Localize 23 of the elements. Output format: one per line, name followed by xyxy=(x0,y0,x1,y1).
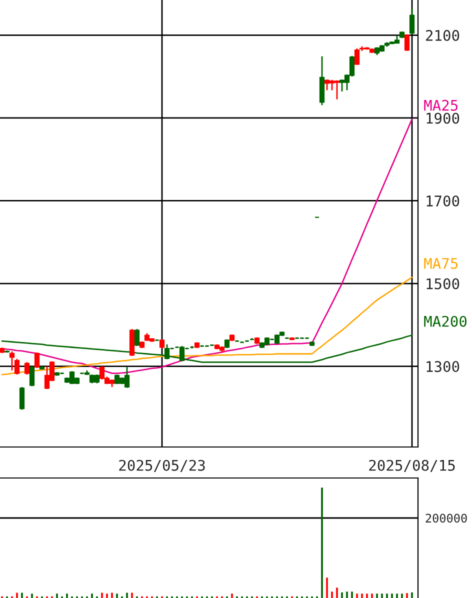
candlestick xyxy=(354,48,360,66)
line-series xyxy=(1,276,413,376)
candlestick xyxy=(34,352,40,369)
series-label: MA200 xyxy=(424,316,467,327)
x-tick-label: 2025/08/15 xyxy=(369,460,455,472)
y-tick-label: 2100 xyxy=(426,30,460,41)
candlestick xyxy=(9,350,15,372)
x-tick-label: 2025/05/23 xyxy=(119,460,205,472)
line-series xyxy=(1,334,413,363)
candlestick xyxy=(14,358,20,376)
series-label: MA75 xyxy=(424,258,458,269)
candlestick xyxy=(134,328,140,347)
candlestick xyxy=(24,361,30,376)
candlestick xyxy=(164,344,170,360)
candlestick xyxy=(409,8,415,36)
series-label: MA25 xyxy=(424,100,458,111)
y-tick-label: 1300 xyxy=(426,361,460,372)
y-tick-label: 1500 xyxy=(426,278,460,290)
candlestick xyxy=(404,34,410,52)
candlestick xyxy=(19,386,25,410)
y-tick-label: 1700 xyxy=(426,195,460,207)
y-tick-label: 200000 xyxy=(426,514,467,523)
y-tick-label: 1900 xyxy=(426,112,460,124)
